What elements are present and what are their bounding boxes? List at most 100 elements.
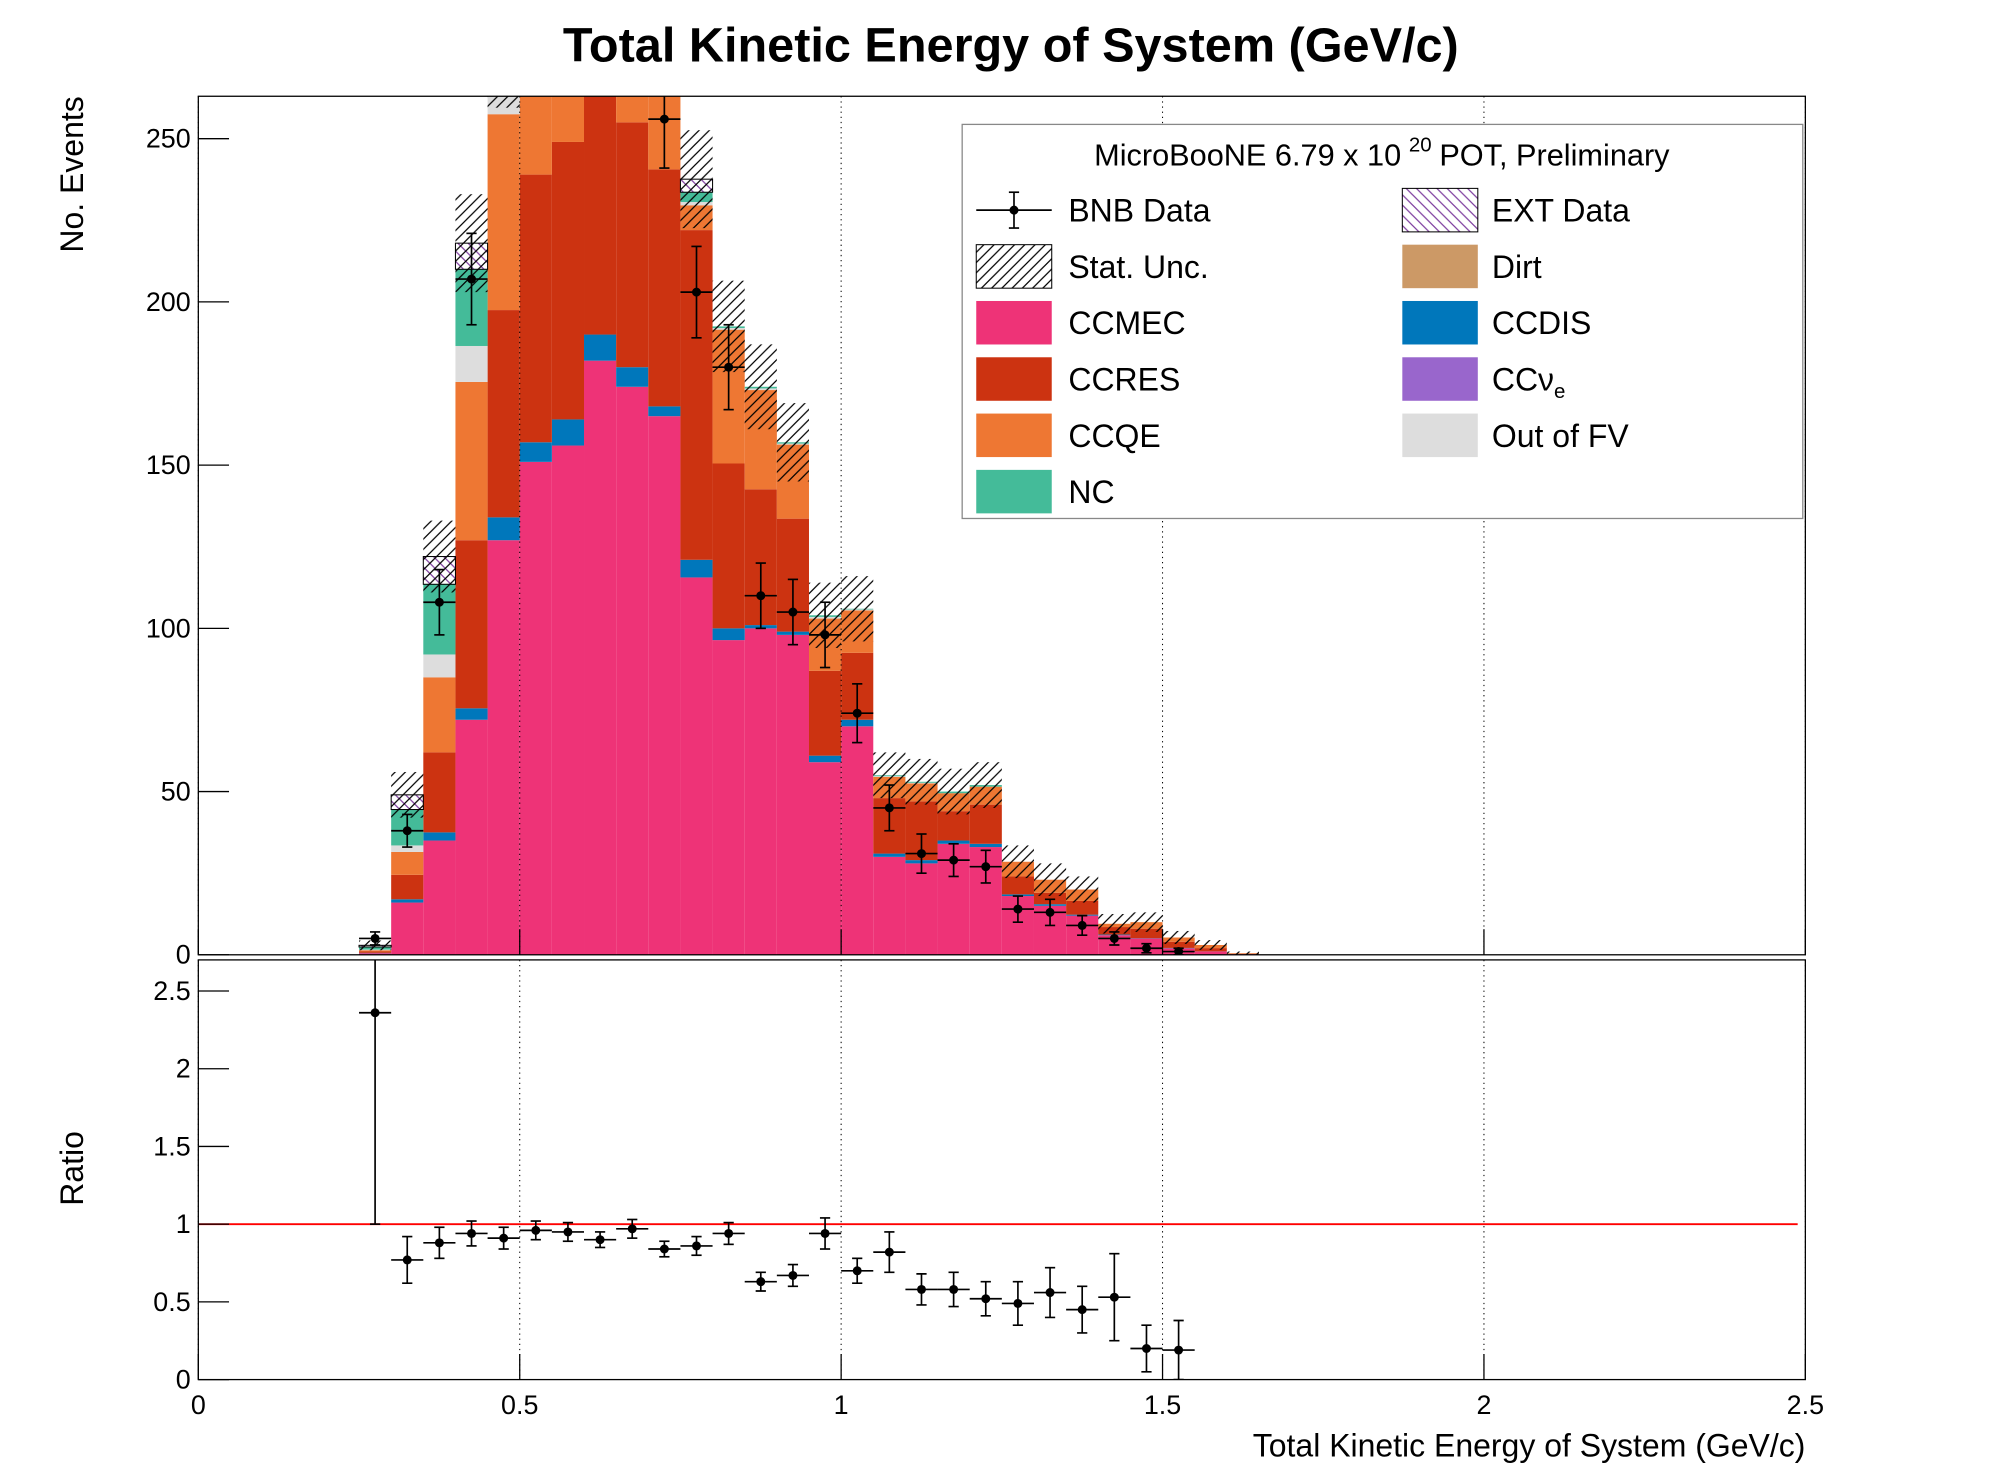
chart-title: Total Kinetic Energy of System (GeV/c): [563, 19, 1459, 73]
legend-label-text: Out of FV: [1492, 418, 1629, 454]
stat-unc-band: [744, 344, 777, 430]
stat-unc-band: [1066, 876, 1099, 903]
legend-symbol: [1009, 205, 1019, 215]
histogram-segment: [423, 832, 456, 841]
histogram-segment: [391, 851, 424, 875]
histogram-segment: [648, 406, 681, 417]
histogram-segment: [391, 874, 424, 900]
histogram-segment: [455, 719, 488, 955]
histogram-segment: [1130, 928, 1163, 939]
stat-unc-band: [841, 576, 874, 642]
histogram-segment: [712, 628, 745, 641]
stat-unc-band: [1033, 863, 1067, 897]
data-point: [563, 1227, 573, 1237]
data-point: [981, 1294, 991, 1304]
y-tick-label: 50: [161, 777, 191, 807]
data-point: [949, 855, 959, 865]
histogram-segment: [680, 559, 713, 578]
histogram-segment: [584, 334, 617, 361]
stat-unc-band: [1130, 912, 1163, 932]
ratio-y-tick-label: 2.5: [153, 976, 190, 1006]
histogram-segment: [648, 416, 681, 955]
data-point: [884, 803, 894, 813]
data-point: [692, 1241, 701, 1251]
histogram-segment: [455, 708, 488, 720]
x-tick-label: 2: [1476, 1390, 1491, 1420]
legend-label: CCMEC: [1068, 305, 1185, 341]
legend-label: CCQE: [1068, 418, 1160, 454]
data-point: [981, 862, 991, 872]
histogram-segment: [776, 634, 809, 955]
y-tick-label: 100: [146, 613, 191, 643]
histogram-segment: [1001, 876, 1034, 895]
data-point: [724, 362, 734, 372]
y-tick-label: 0: [176, 940, 191, 970]
data-point: [499, 1233, 509, 1243]
histogram-segment: [455, 381, 488, 541]
data-point: [724, 1228, 734, 1238]
histogram-segment: [551, 141, 585, 420]
legend-symbol: [1402, 413, 1478, 458]
data-point: [949, 1284, 959, 1294]
stat-unc-band: [1098, 913, 1131, 934]
legend-header-tail: POT, Preliminary: [1439, 137, 1670, 172]
histogram-segment: [455, 540, 488, 709]
data-point: [659, 114, 669, 124]
histogram-segment: [905, 863, 938, 955]
data-point: [1045, 907, 1055, 917]
legend-label-sub: e: [1554, 380, 1565, 403]
data-point: [1013, 904, 1023, 914]
data-point: [1045, 1288, 1055, 1298]
histogram-segment: [487, 540, 520, 955]
legend-symbol: [1402, 300, 1478, 345]
data-point: [531, 1225, 541, 1235]
data-point: [627, 1224, 637, 1234]
histogram-segment: [391, 902, 424, 955]
histogram-segment: [487, 114, 520, 311]
legend-label: BNB Data: [1068, 193, 1210, 229]
data-point: [820, 1228, 830, 1238]
legend-symbol: [1402, 357, 1478, 401]
legend-box: [961, 123, 1804, 520]
stat-unc-band: [487, 96, 520, 108]
stat-unc-band: [937, 768, 970, 815]
histogram-segment: [551, 96, 585, 142]
histogram-segment: [423, 752, 456, 833]
legend-label: CCRES: [1068, 362, 1180, 398]
x-tick-label: 2.5: [1787, 1390, 1824, 1420]
histogram-segment: [391, 845, 424, 852]
data-point: [659, 1244, 669, 1254]
plot-layer: 0 0.5 1 1.5 2 2.5 0 50 100 150 200 250 0 0.5 1 1.5 2 2.5: [146, 96, 1824, 1420]
legend: MicroBooNE 6.79 x 10 20 POT, Preliminary B…: [961, 123, 1804, 520]
x-tick-label: 1.5: [1144, 1390, 1181, 1420]
y-tick-label: 200: [146, 287, 191, 317]
legend-symbol: [976, 413, 1052, 458]
histogram-segment: [455, 345, 488, 382]
x-tick-label: 0: [191, 1390, 206, 1420]
ratio-y-tick-label: 0: [176, 1365, 191, 1395]
legend-label-text: CCQE: [1068, 418, 1160, 454]
histogram-segment: [808, 670, 842, 756]
histogram-segment: [841, 726, 874, 955]
data-point: [788, 1270, 798, 1280]
data-point: [852, 1266, 862, 1276]
data-point: [1174, 947, 1184, 955]
histogram-segment: [616, 367, 649, 387]
legend-symbol: [975, 244, 1053, 289]
stat-unc-band: [680, 130, 713, 229]
data-point: [1077, 1305, 1087, 1315]
legend-symbol: [1401, 187, 1479, 233]
histogram-segment: [551, 419, 585, 446]
data-point: [434, 1238, 444, 1248]
x-tick-label: 1: [834, 1390, 849, 1420]
histogram-segment: [937, 840, 970, 844]
legend-symbol: [1402, 244, 1478, 289]
histogram-segment: [359, 951, 392, 953]
data-point: [1013, 1298, 1023, 1308]
data-point: [370, 933, 380, 943]
data-point: [917, 1284, 926, 1294]
histogram-segment: [937, 811, 970, 841]
ratio-y-tick-label: 1: [176, 1209, 191, 1239]
histogram-segment: [519, 442, 552, 462]
